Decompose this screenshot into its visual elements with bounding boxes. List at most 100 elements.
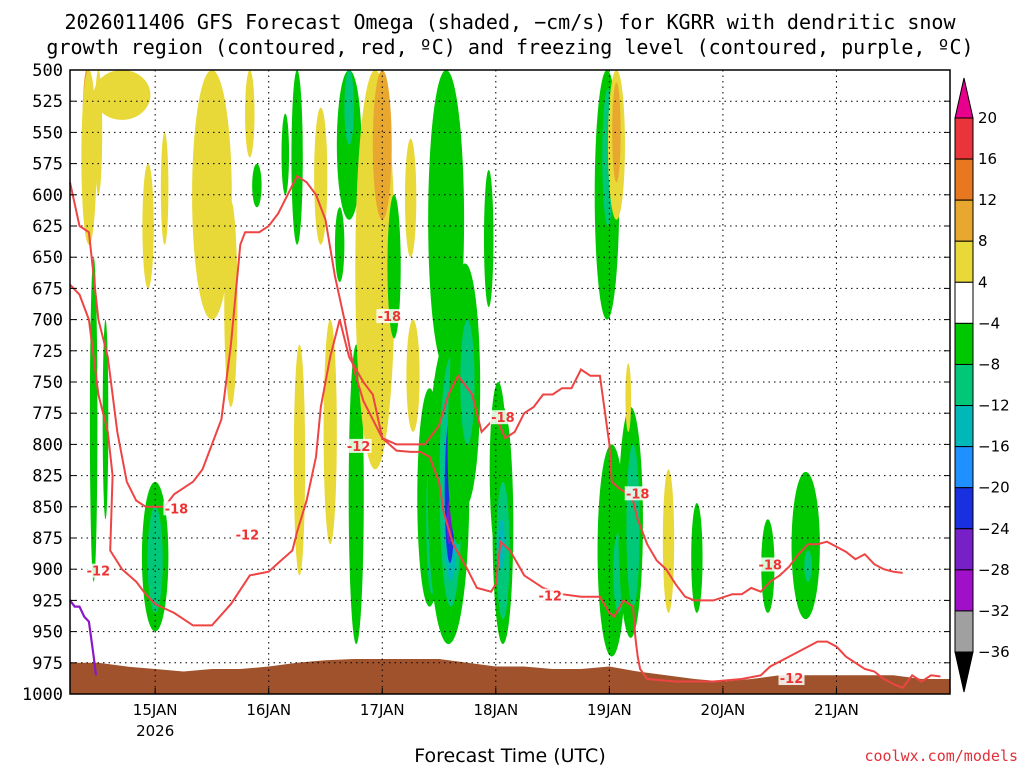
y-tick-label: 975 [32, 654, 63, 674]
y-axis-ticks: 500 525 550 575 600 625 650 675 700 725 750 775 800 8… [22, 61, 950, 705]
contour-label-bg [778, 671, 805, 686]
omega-cell [336, 70, 362, 220]
colorbar-swatch [954, 363, 974, 407]
colorbar-label: 4 [978, 273, 988, 291]
y-tick-label: 575 [32, 155, 63, 175]
colorbar-label: −16 [978, 438, 1010, 456]
contour-label-bg [345, 438, 372, 453]
omega-cell [224, 201, 238, 407]
dgz-contour-line [69, 284, 634, 627]
contour-label-bg [163, 501, 190, 516]
colorbar-swatch [954, 240, 974, 283]
contour-label: -12 [347, 440, 371, 455]
contour-label: -18 [626, 487, 650, 502]
omega-shading [81, 69, 820, 657]
y-tick-label: 500 [32, 61, 63, 81]
x-axis-label: Forecast Time (UTC) [414, 745, 605, 767]
colorbar-label: −20 [978, 479, 1010, 497]
y-tick-label: 850 [32, 498, 63, 518]
x-tick-label: 21JAN [814, 701, 859, 719]
y-tick-label: 550 [32, 123, 63, 143]
x-axis-ticks: 15JAN 2026 16JAN 17JAN 18JAN 19JAN 20JAN 21JAN [133, 688, 859, 740]
chart-title-line-2: growth region (contoured, red, ºC) and f… [46, 35, 973, 59]
colorbar-label: −32 [978, 602, 1010, 620]
colorbar-label: −8 [978, 355, 1000, 373]
colorbar-swatch [954, 569, 974, 612]
freezing-level-line [69, 599, 98, 676]
y-tick-label: 825 [32, 467, 63, 487]
x-tick-label: 19JAN [587, 701, 632, 719]
x-tick-label: 18JAN [473, 701, 518, 719]
omega-cell [406, 319, 420, 432]
contour-label-bg [376, 309, 403, 324]
credit-link[interactable]: coolwx.com/models [864, 747, 1018, 765]
contour-labels: -18 -18 -12 -12 -12 -18 -12 -18 -18 -12 [85, 309, 805, 687]
contour-label: -18 [165, 502, 189, 517]
omega-cell [626, 444, 640, 607]
colorbar-label: −12 [978, 397, 1010, 415]
colorbar-label: −4 [978, 314, 1000, 332]
omega-cell [612, 82, 621, 183]
colorbar-bottom-arrow [954, 651, 974, 693]
omega-cell [404, 138, 417, 258]
y-tick-label: 750 [32, 373, 63, 393]
contour-label-bg [757, 557, 784, 572]
colorbar-label: −36 [978, 643, 1010, 661]
colorbar-swatch [954, 610, 974, 653]
chart-title-line-1: 2026011406 GFS Forecast Omega (shaded, −… [64, 10, 956, 34]
colorbar-swatch [954, 405, 974, 448]
colorbar-swatch [954, 487, 974, 530]
y-tick-label: 625 [32, 217, 63, 237]
colorbar-top-arrow [954, 77, 974, 119]
omega-cell [160, 132, 169, 245]
y-tick-label: 650 [32, 248, 63, 268]
y-tick-label: 600 [32, 186, 63, 206]
omega-cell [804, 550, 812, 582]
y-tick-label: 700 [32, 311, 63, 331]
terrain-area [70, 659, 950, 694]
dgz-contour-line [632, 500, 903, 602]
colorbar-label: 16 [978, 150, 997, 168]
x-tick-label: 17JAN [360, 701, 405, 719]
contour-label: -18 [758, 558, 782, 573]
colorbar-swatch [954, 158, 974, 201]
contour-label: -12 [236, 529, 260, 544]
y-tick-label: 925 [32, 591, 63, 611]
contour-label: -12 [538, 590, 562, 605]
omega-cell [662, 469, 675, 613]
y-tick-label: 900 [32, 560, 63, 580]
colorbar-label: 8 [978, 232, 988, 250]
colorbar-swatch [954, 117, 974, 160]
colorbar-swatch [954, 446, 974, 489]
omega-cell [252, 163, 262, 208]
chart-grid [70, 70, 950, 694]
y-tick-label: 1000 [22, 685, 63, 705]
contour-label: -18 [491, 411, 515, 426]
colorbar-label: 12 [978, 191, 997, 209]
omega-cell [344, 70, 354, 145]
omega-cell [691, 503, 703, 613]
colorbar: 20 16 12 8 4 −4 −8 −12 −16 −20 −24 −28 −32 −36 [954, 77, 1010, 693]
colorbar-label: 20 [978, 109, 997, 127]
colorbar-swatch [954, 199, 974, 242]
omega-cell [81, 70, 97, 245]
colorbar-label: −28 [978, 561, 1010, 579]
contour-label: -12 [87, 565, 111, 580]
y-tick-label: 800 [32, 435, 63, 455]
y-tick-label: 525 [32, 92, 63, 112]
contour-label-bg [234, 527, 261, 542]
omega-cell [245, 70, 255, 158]
y-tick-label: 725 [32, 342, 63, 362]
omega-cell [93, 70, 151, 120]
y-tick-label: 675 [32, 279, 63, 299]
omega-cell [625, 363, 632, 432]
omega-cell [281, 113, 290, 195]
omega-cell [483, 169, 494, 308]
dgz-contours [69, 174, 941, 690]
dgz-contour-line [632, 606, 941, 690]
contour-label-bg [85, 563, 112, 578]
x-tick-sublabel: 2026 [136, 722, 174, 740]
contour-label-bg [624, 486, 651, 501]
omega-cell [334, 207, 345, 283]
